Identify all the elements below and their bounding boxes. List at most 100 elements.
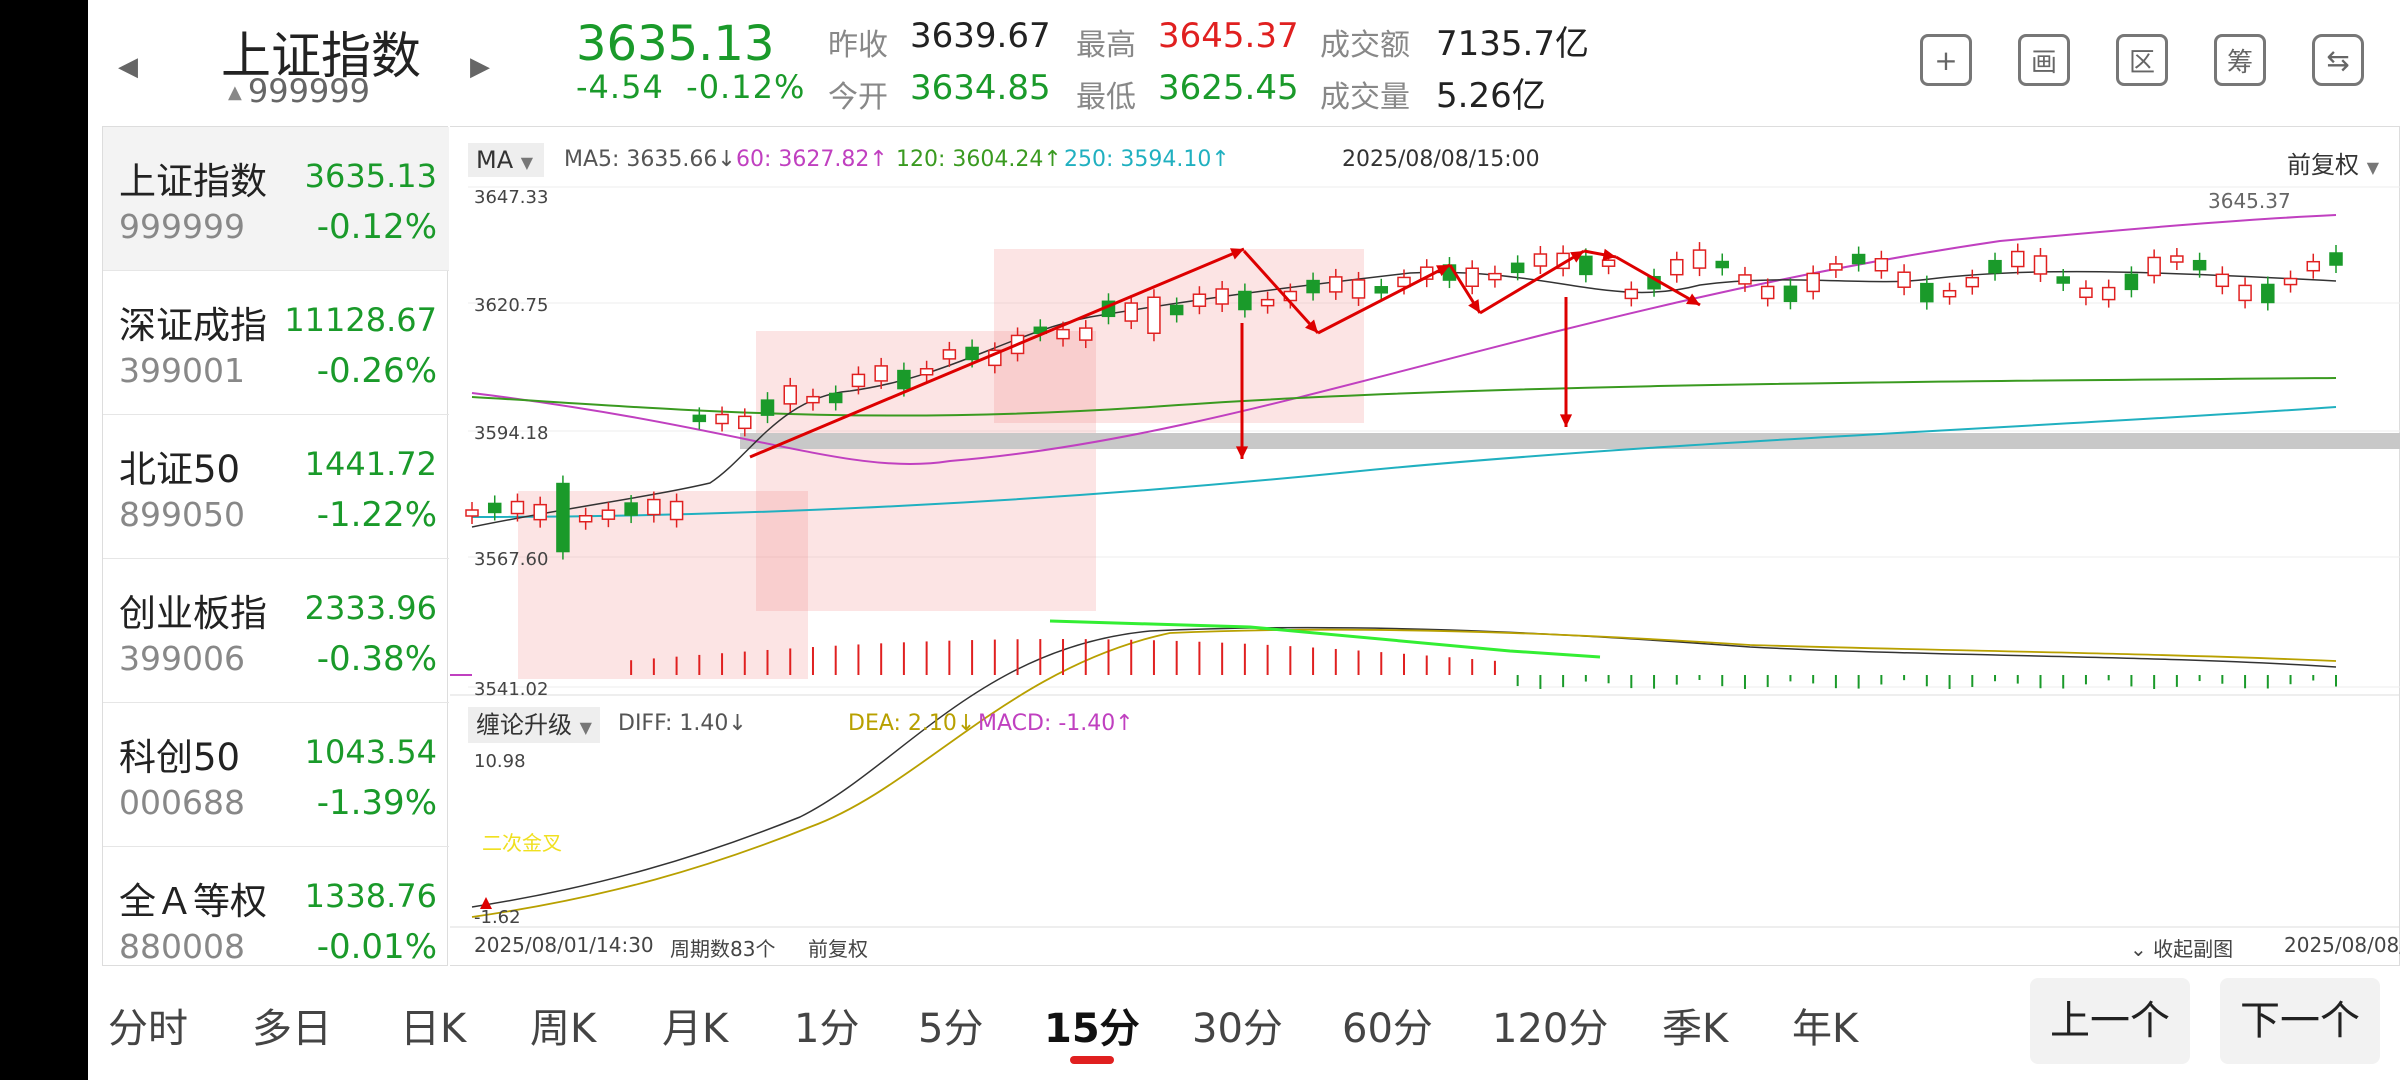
trend-arrow-line: [1615, 255, 1701, 307]
candlestick: [1192, 293, 1207, 307]
candlestick: [1965, 276, 1980, 288]
ma250-legend: 250: 3594.10↑: [1064, 147, 1230, 172]
prev-index-arrow-icon[interactable]: ◀: [118, 52, 138, 82]
candlestick: [1329, 276, 1343, 293]
tab-120min[interactable]: 120分: [1492, 1006, 1609, 1052]
candlestick: [2124, 273, 2139, 291]
candlestick: [760, 399, 775, 416]
ma-selector[interactable]: MA ▼: [468, 143, 544, 177]
diff-legend: DIFF: 1.40↓: [618, 711, 747, 736]
list-item-name: 上证指数: [119, 160, 267, 203]
low-label: 最低: [1076, 80, 1136, 115]
change-pct: -0.12%: [686, 68, 806, 106]
candlestick: [1238, 290, 1252, 311]
open-value: 3634.85: [910, 68, 1051, 108]
arrow-head-icon: [1468, 299, 1480, 313]
candlestick: [1806, 272, 1820, 293]
prev-button[interactable]: 上一个: [2030, 978, 2190, 1064]
active-tab-indicator: [1070, 1056, 1114, 1064]
candlestick: [2101, 286, 2116, 301]
ma5-legend: MA5: 3635.66↓: [564, 147, 736, 172]
tab-5min[interactable]: 5分: [918, 1006, 984, 1052]
list-item-code: 899050: [119, 495, 245, 534]
candlestick: [2033, 255, 2048, 275]
candlestick: [1942, 289, 1957, 298]
candlestick: [1624, 288, 1639, 300]
list-item-price: 1043.54: [304, 733, 437, 771]
list-item-code: 999999: [119, 207, 245, 246]
index-list-item[interactable]: 深证成指 399001 11128.67 -0.26%: [103, 271, 449, 415]
prev-close-value: 3639.67: [910, 16, 1051, 56]
candlestick: [1079, 327, 1093, 341]
tab-30min[interactable]: 30分: [1192, 1006, 1283, 1052]
chevron-down-icon: ▼: [520, 153, 534, 172]
tab-1min[interactable]: 1分: [794, 1006, 860, 1052]
list-item-price: 1441.72: [304, 445, 437, 483]
draw-icon[interactable]: 画: [2018, 34, 2070, 86]
range-icon[interactable]: 区: [2116, 34, 2168, 86]
tab-fenshi[interactable]: 分时: [108, 1006, 188, 1052]
next-index-arrow-icon[interactable]: ▶: [470, 52, 490, 82]
candlestick: [1533, 253, 1548, 267]
arrow-head-icon: [1230, 248, 1244, 260]
kline-chart[interactable]: [450, 127, 2400, 967]
highlight-zone: [994, 249, 1364, 423]
trend-arrow-line: [749, 247, 1245, 459]
index-list-item[interactable]: 科创50 000688 1043.54 -1.39%: [103, 703, 449, 847]
list-item-pct: -1.39%: [316, 783, 437, 823]
end-time: 2025/08/08/15:00: [2284, 933, 2400, 957]
rotate-screen-icon[interactable]: ⇆: [2312, 34, 2364, 86]
volume-value: 5.26亿: [1436, 76, 1546, 116]
index-list-item[interactable]: 上证指数 999999 3635.13 -0.12%: [103, 127, 449, 271]
candlestick: [2215, 273, 2230, 288]
candlestick: [1510, 262, 1525, 274]
candlestick: [624, 502, 638, 516]
ma120-line: [471, 377, 2337, 417]
high-marker: 3645.37: [2208, 189, 2291, 213]
candlestick: [2306, 260, 2321, 272]
candlestick: [851, 373, 866, 388]
tab-yearly-k[interactable]: 年K: [1792, 1006, 1859, 1052]
ma60-line: [471, 214, 2337, 466]
list-item-price: 11128.67: [284, 301, 437, 339]
collapse-subchart-button[interactable]: ⌄ 收起副图: [2130, 933, 2233, 962]
index-list-item[interactable]: 北证50 899050 1441.72 -1.22%: [103, 415, 449, 559]
macd-legend: MACD: -1.40↑: [978, 711, 1134, 736]
tab-weekly-k[interactable]: 周K: [530, 1006, 597, 1052]
index-list-item[interactable]: 全Ａ等权 880008 1338.76 -0.01%: [103, 847, 449, 967]
arrow-head-icon: [1436, 265, 1450, 277]
list-item-name: 全Ａ等权: [119, 880, 267, 923]
candlestick: [1988, 259, 2002, 274]
indicator-selector[interactable]: 缠论升级 ▼: [468, 707, 600, 743]
index-list-item[interactable]: 创业板指 399006 2333.96 -0.38%: [103, 559, 449, 703]
y-tick: 3567.60: [474, 549, 549, 570]
current-price: 3635.13: [576, 16, 775, 72]
candlestick: [2261, 283, 2275, 304]
change-value: -4.54: [576, 68, 664, 106]
macd-annotation: 二次金叉: [482, 831, 562, 855]
next-button[interactable]: 下一个: [2220, 978, 2380, 1064]
candlestick: [1215, 288, 1229, 305]
candlestick: [465, 509, 479, 517]
add-icon[interactable]: +: [1920, 34, 1972, 86]
divergence-signal-line: [1049, 619, 1601, 659]
tab-60min[interactable]: 60分: [1342, 1006, 1433, 1052]
candlestick: [2329, 252, 2343, 266]
stock-app: ◀ 上证指数 ▶ ▲ 999999 3635.13 -4.54 -0.12% 昨收…: [88, 0, 2400, 1080]
candlestick: [1760, 285, 1775, 300]
tab-quarterly-k[interactable]: 季K: [1662, 1006, 1729, 1052]
adjust-selector[interactable]: 前复权 ▼: [2287, 145, 2379, 180]
tab-15min[interactable]: 15分: [1044, 1006, 1140, 1052]
chips-icon[interactable]: 筹: [2214, 34, 2266, 86]
candlestick: [1670, 258, 1684, 276]
ma250-line: [471, 406, 2337, 518]
y-tick: 3620.75: [474, 295, 549, 316]
candlestick: [1829, 263, 1843, 271]
candlestick: [1124, 302, 1138, 322]
kline-chart-panel[interactable]: MA ▼ MA5: 3635.66↓ 60: 3627.82↑ 120: 360…: [450, 126, 2400, 966]
tab-daily-k[interactable]: 日K: [400, 1006, 467, 1052]
tab-multiday[interactable]: 多日: [252, 1006, 332, 1052]
candlestick: [601, 509, 616, 520]
tab-monthly-k[interactable]: 月K: [662, 1006, 729, 1052]
list-item-price: 3635.13: [304, 157, 437, 195]
